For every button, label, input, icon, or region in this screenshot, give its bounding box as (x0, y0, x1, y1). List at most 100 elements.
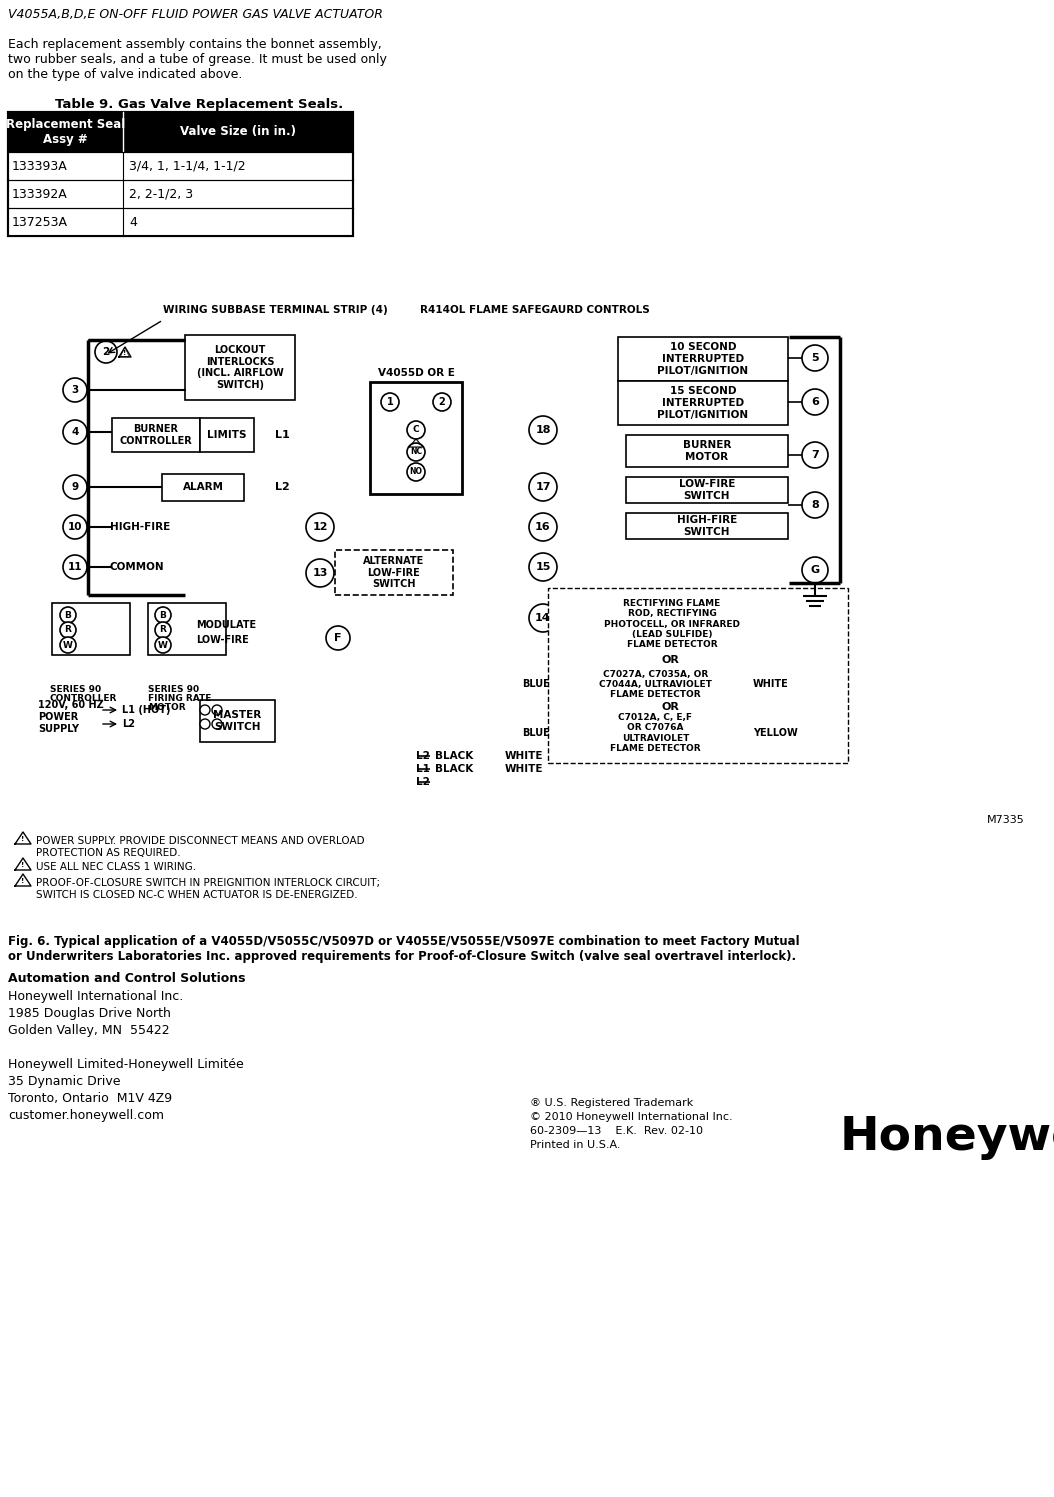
Text: G: G (811, 564, 820, 575)
Circle shape (407, 463, 425, 481)
Bar (148, 603, 226, 656)
Text: Table 9. Gas Valve Replacement Seals.: Table 9. Gas Valve Replacement Seals. (55, 97, 344, 111)
Text: POWER: POWER (38, 713, 78, 722)
Text: 15 SECOND
INTERRUPTED
PILOT/IGNITION: 15 SECOND INTERRUPTED PILOT/IGNITION (658, 386, 748, 419)
Text: C: C (413, 425, 419, 434)
Circle shape (60, 606, 76, 623)
Text: on the type of valve indicated above.: on the type of valve indicated above. (8, 67, 242, 81)
Text: 3: 3 (72, 385, 79, 395)
Circle shape (95, 341, 117, 362)
Text: 16: 16 (535, 522, 551, 531)
Text: V4055D OR E: V4055D OR E (377, 368, 454, 379)
Circle shape (63, 475, 87, 499)
Circle shape (529, 552, 557, 581)
Circle shape (200, 705, 210, 716)
Text: C7027A, C7035A, OR
C7044A, ULTRAVIOLET
FLAME DETECTOR: C7027A, C7035A, OR C7044A, ULTRAVIOLET F… (599, 669, 711, 699)
Text: SERIES 90: SERIES 90 (148, 686, 199, 695)
Text: V4055A,B,D,E ON-OFF FLUID POWER GAS VALVE ACTUATOR: V4055A,B,D,E ON-OFF FLUID POWER GAS VALV… (8, 7, 383, 21)
Text: !: ! (21, 862, 24, 868)
Circle shape (155, 621, 171, 638)
Circle shape (802, 344, 828, 371)
Text: ALARM: ALARM (182, 482, 223, 493)
Circle shape (63, 515, 87, 539)
Bar (52, 603, 130, 656)
Text: MOTOR: MOTOR (148, 704, 186, 713)
Text: YELLOW: YELLOW (753, 728, 798, 738)
Circle shape (306, 513, 334, 540)
Bar (8, 112, 353, 237)
Text: OR: OR (661, 702, 679, 713)
Text: 10 SECOND
INTERRUPTED
PILOT/IGNITION: 10 SECOND INTERRUPTED PILOT/IGNITION (658, 343, 748, 376)
Text: Honeywell International Inc.: Honeywell International Inc. (8, 990, 183, 1003)
Text: B: B (64, 611, 72, 620)
Text: W: W (158, 641, 168, 650)
Text: BLACK: BLACK (435, 763, 473, 774)
Text: BLACK: BLACK (435, 751, 473, 760)
Text: Replacement Seal
Assy #: Replacement Seal Assy # (6, 118, 125, 147)
Text: 12: 12 (312, 522, 328, 531)
Text: ▲: ▲ (123, 349, 128, 355)
Text: ® U.S. Registered Trademark: ® U.S. Registered Trademark (530, 1097, 694, 1108)
Text: BURNER
CONTROLLER: BURNER CONTROLLER (119, 424, 193, 446)
Text: Honeywell: Honeywell (840, 1115, 1054, 1160)
Text: PROTECTION AS REQUIRED.: PROTECTION AS REQUIRED. (36, 847, 180, 858)
Circle shape (802, 442, 828, 469)
Bar (200, 701, 275, 743)
Text: WHITE: WHITE (505, 751, 544, 760)
Text: 5: 5 (812, 353, 819, 362)
Bar (626, 478, 788, 503)
Circle shape (326, 626, 350, 650)
Text: 9: 9 (72, 482, 79, 493)
Text: Honeywell Limited-Honeywell Limitée: Honeywell Limited-Honeywell Limitée (8, 1058, 243, 1070)
Text: 4: 4 (129, 216, 137, 229)
Text: 10: 10 (67, 522, 82, 531)
Text: SERIES 90: SERIES 90 (50, 686, 101, 695)
Bar (563, 713, 748, 753)
Bar (548, 588, 848, 763)
Text: 35 Dynamic Drive: 35 Dynamic Drive (8, 1075, 120, 1088)
Text: L2: L2 (416, 751, 430, 760)
Text: 11: 11 (67, 561, 82, 572)
Circle shape (212, 705, 222, 716)
Text: M7335: M7335 (988, 814, 1024, 825)
Bar (8, 112, 353, 153)
Bar (563, 593, 781, 656)
Text: 17: 17 (535, 482, 551, 493)
Text: 137253A: 137253A (12, 216, 69, 229)
Circle shape (407, 443, 425, 461)
Text: 133393A: 133393A (12, 160, 67, 172)
Circle shape (802, 557, 828, 582)
Text: W: W (63, 641, 73, 650)
Text: 1985 Douglas Drive North: 1985 Douglas Drive North (8, 1007, 171, 1019)
Text: L1: L1 (275, 430, 290, 440)
Circle shape (529, 416, 557, 445)
Text: Toronto, Ontario  M1V 4Z9: Toronto, Ontario M1V 4Z9 (8, 1091, 172, 1105)
Text: BLUE: BLUE (522, 680, 550, 689)
Circle shape (802, 493, 828, 518)
Text: L1: L1 (416, 763, 430, 774)
Bar (186, 335, 295, 400)
Text: two rubber seals, and a tube of grease. It must be used only: two rubber seals, and a tube of grease. … (8, 52, 387, 66)
Text: MASTER
SWITCH: MASTER SWITCH (213, 710, 261, 732)
Text: 13: 13 (312, 567, 328, 578)
Text: COMMON: COMMON (110, 561, 164, 572)
Bar (563, 668, 748, 702)
Text: BLUE: BLUE (522, 728, 550, 738)
Circle shape (63, 555, 87, 579)
Text: 1: 1 (387, 397, 393, 407)
Text: Fig. 6. Typical application of a V4055D/V5055C/V5097D or V4055E/V5055E/V5097E co: Fig. 6. Typical application of a V4055D/… (8, 936, 800, 948)
Text: 2: 2 (438, 397, 446, 407)
Text: WIRING SUBBASE TERMINAL STRIP (4): WIRING SUBBASE TERMINAL STRIP (4) (163, 305, 388, 314)
Text: 120V, 60 HZ: 120V, 60 HZ (38, 701, 103, 710)
Text: R: R (159, 626, 167, 635)
Text: SWITCH IS CLOSED NC-C WHEN ACTUATOR IS DE-ENERGIZED.: SWITCH IS CLOSED NC-C WHEN ACTUATOR IS D… (36, 891, 357, 900)
Circle shape (380, 394, 399, 412)
Text: Valve Size (in in.): Valve Size (in in.) (180, 126, 296, 139)
Text: HIGH-FIRE: HIGH-FIRE (110, 522, 171, 531)
Text: !: ! (21, 879, 24, 885)
Text: 15: 15 (535, 561, 550, 572)
Text: NO: NO (410, 467, 423, 476)
Text: ALTERNATE
LOW-FIRE
SWITCH: ALTERNATE LOW-FIRE SWITCH (364, 555, 425, 590)
Text: RECTIFYING FLAME
ROD, RECTIFYING
PHOTOCELL, OR INFRARED
(LEAD SULFIDE)
FLAME DET: RECTIFYING FLAME ROD, RECTIFYING PHOTOCE… (604, 599, 740, 650)
Text: FIRING RATE: FIRING RATE (148, 695, 212, 704)
